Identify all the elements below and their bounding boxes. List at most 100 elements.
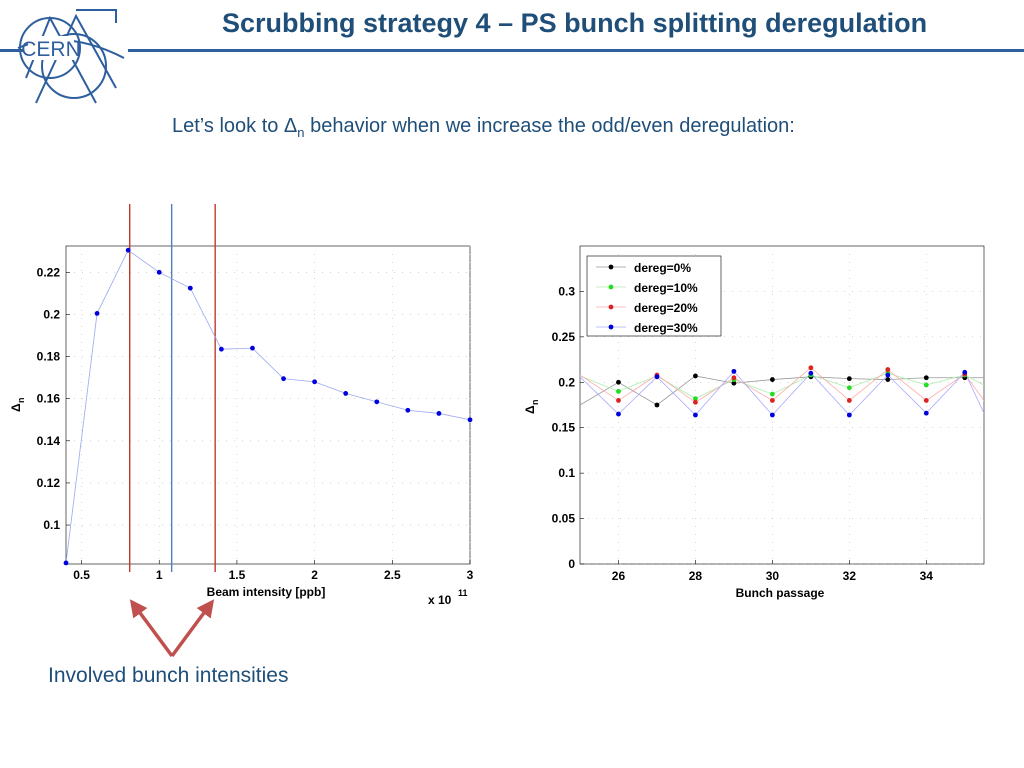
cern-logo: CERN: [16, 8, 128, 117]
chart1-point: [125, 247, 131, 253]
legend-label: dereg=10%: [634, 281, 698, 295]
chart2-xtick-label: 30: [766, 569, 780, 583]
chart1-axes-box: [65, 245, 471, 565]
chart1-point: [467, 417, 473, 423]
chart2-point: [693, 412, 698, 418]
chart2-ytick-label: 0.3: [558, 284, 575, 298]
chart2-point: [962, 369, 968, 375]
chart2-point: [808, 365, 814, 371]
chart1-series-line: [65, 249, 471, 563]
chart1-point: [63, 560, 69, 566]
chart2-point: [923, 382, 929, 388]
title-rule-left: [0, 49, 24, 52]
chart2-point: [885, 377, 891, 382]
chart2-point: [846, 385, 852, 391]
chart2-point: [693, 396, 698, 402]
chart2-point: [923, 375, 929, 381]
chart2-xtick-label: 34: [920, 569, 934, 583]
chart2-point: [885, 367, 891, 372]
chart1-ytick-label: 0.18: [37, 350, 61, 364]
chart1-xtick-label: 2.5: [384, 568, 401, 582]
chart2-point: [654, 374, 660, 380]
chart1-xlabel: Beam intensity [ppb]: [207, 585, 326, 599]
chart2-ylabel-sub: n: [530, 400, 540, 406]
chart2-point: [693, 399, 698, 405]
chart1-ytick-label: 0.12: [37, 476, 61, 490]
chart1-ylabel: Δ: [9, 403, 23, 412]
chart2-point: [769, 398, 775, 403]
chart2-xlabel: Bunch passage: [736, 586, 825, 600]
chart2-point: [616, 388, 621, 394]
chart2-ytick-label: 0.15: [552, 421, 576, 435]
subtitle-post: behavior when we increase the odd/even d…: [304, 115, 795, 137]
legend-marker: [608, 304, 614, 310]
chart1-xtick-label: 1.5: [229, 568, 246, 582]
chart1-ylabel-sub: n: [16, 398, 26, 404]
chart1-ytick-label: 0.1: [43, 518, 60, 532]
chart1-ytick-label: 0.16: [37, 392, 61, 406]
chart1-point: [436, 411, 442, 416]
chart1-point: [250, 345, 255, 351]
intensity-arrows: [129, 599, 215, 658]
chart2-point: [731, 368, 737, 374]
chart2-point: [693, 373, 698, 379]
chart2-point: [769, 377, 775, 382]
chart-delta-vs-intensity: 0.5 1 1.5 2 2.5 3 0.10.120.140.160.180.20.22 …: [9, 204, 474, 607]
chart1-point: [281, 376, 286, 382]
chart1-x-multiplier: x 10: [428, 593, 452, 607]
legend-marker: [608, 284, 614, 290]
arrow-left: [129, 599, 174, 658]
chart1-point: [94, 310, 100, 316]
subtitle: Let’s look to Δn behavior when we increa…: [172, 115, 795, 140]
chart1-ytick-label: 0.2: [43, 307, 60, 321]
legend-marker: [608, 264, 614, 270]
chart2-xtick-label: 28: [689, 569, 703, 583]
legend-label: dereg=0%: [634, 261, 691, 275]
chart2-point: [808, 370, 814, 376]
chart2-ytick-label: 0.1: [558, 466, 575, 480]
chart2-point: [885, 372, 891, 378]
chart2-series-line: [579, 367, 985, 403]
chart1-ytick-label: 0.22: [37, 265, 61, 279]
legend-label: dereg=30%: [634, 321, 698, 335]
chart2-point: [923, 398, 929, 403]
chart1-point: [218, 346, 224, 352]
chart1-point: [312, 379, 318, 385]
arrow-right: [170, 599, 215, 658]
chart1-xtick-label: 2: [311, 568, 318, 582]
chart2-point: [616, 411, 621, 417]
chart2-point: [846, 376, 852, 382]
chart2-xtick-label: 26: [612, 569, 626, 583]
chart1-point: [156, 269, 162, 275]
chart2-point: [616, 398, 621, 403]
chart1-xtick-label: 1: [156, 568, 163, 582]
bottom-note: Involved bunch intensities: [48, 664, 289, 687]
chart1-point: [374, 399, 380, 405]
chart2-legend: dereg=0% dereg=10% dereg=20% dereg=30%: [586, 255, 722, 337]
slide-title: Scrubbing strategy 4 – PS bunch splittin…: [222, 8, 928, 38]
chart2-series-line: [579, 370, 985, 416]
chart2-series-line: [579, 375, 984, 406]
legend-marker: [608, 324, 614, 330]
chart2-point: [654, 402, 660, 408]
chart-delta-vs-passage: 26 28 30 32 34 0 0.05 0.1 0.15 0.2 0.25 0.3 Bunch …: [523, 245, 985, 600]
chart1-point: [405, 407, 411, 413]
chart2-point: [731, 380, 737, 386]
chart1-x-multiplier-exp: 11: [458, 588, 468, 598]
legend-box: [586, 255, 722, 337]
chart2-xtick-label: 32: [843, 569, 857, 583]
chart1-point: [343, 391, 349, 396]
chart2-ytick-label: 0.05: [552, 512, 576, 526]
chart1-ytick-label: 0.14: [37, 434, 61, 448]
subtitle-sub: n: [297, 125, 305, 140]
chart2-point: [846, 398, 852, 403]
chart2-point: [846, 412, 852, 418]
subtitle-pre: Let’s look to Δ: [172, 115, 298, 137]
legend-label: dereg=20%: [634, 301, 698, 315]
chart2-ytick-label: 0.25: [552, 330, 576, 344]
chart1-xtick-label: 0.5: [73, 568, 90, 582]
cern-logo-text: CERN: [21, 38, 81, 61]
title-rule-right: [128, 49, 1024, 52]
chart2-point: [616, 379, 621, 385]
